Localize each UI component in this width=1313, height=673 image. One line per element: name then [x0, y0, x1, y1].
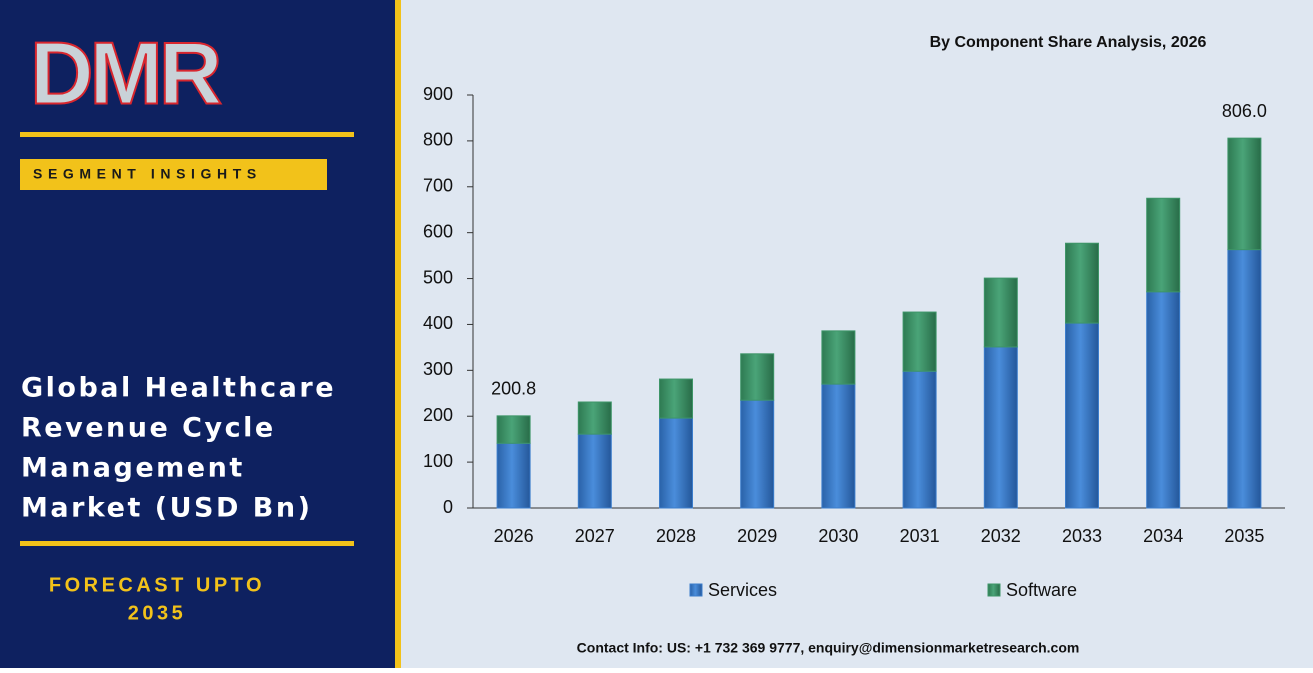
forecast-line: FORECAST UPTO — [49, 574, 265, 596]
bar-segment — [659, 417, 693, 509]
bar-segment — [821, 330, 856, 385]
headline-line: Market (USD Bn) — [21, 493, 312, 524]
x-tick-label: 2027 — [575, 526, 615, 546]
bar-segment — [902, 370, 937, 509]
bar-segment — [1146, 197, 1181, 293]
bar-segment — [983, 277, 1018, 348]
divider — [395, 0, 401, 668]
legend-label: Software — [1006, 580, 1077, 600]
bar-segment — [983, 346, 1018, 509]
y-tick-label: 700 — [423, 176, 453, 196]
bar-segment — [740, 399, 775, 509]
x-tick-label: 2030 — [818, 526, 858, 546]
bar-segment — [740, 353, 775, 401]
badge-box — [20, 159, 327, 190]
rule — [20, 132, 354, 137]
y-tick-label: 500 — [423, 267, 453, 287]
chart-title: By Component Share Analysis, 2026 — [930, 34, 1207, 51]
y-tick-label: 300 — [423, 359, 453, 379]
total-label: 806.0 — [1222, 101, 1267, 121]
y-tick-label: 800 — [423, 130, 453, 150]
contact: Contact Info: US: +1 732 369 9777, enqui… — [577, 640, 1080, 656]
y-tick-label: 200 — [423, 405, 453, 425]
headline-line: Global Healthcare — [21, 373, 336, 404]
plot: 0 100 200 300 400 500 600 700 800 900 2026 2027 2028… — [423, 84, 1285, 600]
bar-segment — [821, 383, 856, 509]
legend-swatch — [689, 583, 703, 597]
bar-segment — [577, 433, 612, 509]
legend-label: Services — [708, 580, 777, 600]
x-tick-label: 2033 — [1062, 526, 1102, 546]
x-tick-label: 2026 — [494, 526, 534, 546]
x-tick-label: 2035 — [1224, 526, 1264, 546]
y-tick-label: 900 — [423, 84, 453, 104]
x-tick-label: 2029 — [737, 526, 777, 546]
x-tick-label: 2032 — [981, 526, 1021, 546]
headline-line: Revenue Cycle — [21, 413, 276, 444]
forecast: FORECAST UPTO 2035 — [49, 574, 265, 624]
x-tick-label: 2031 — [900, 526, 940, 546]
bar-segment — [1065, 242, 1099, 324]
y-tick-label: 400 — [423, 313, 453, 333]
bar-segment — [1146, 291, 1181, 509]
badge: SEGMENT INSIGHTS — [33, 166, 262, 182]
headline: Global Healthcare Revenue Cycle Management… — [21, 373, 336, 524]
bar-segment — [902, 311, 937, 372]
bar-segment — [496, 415, 531, 444]
total-label: 200.8 — [491, 379, 536, 399]
x-tick-label: 2028 — [656, 526, 696, 546]
left-panel — [0, 0, 395, 668]
y-tick-label: 600 — [423, 221, 453, 241]
legend-swatch — [987, 583, 1001, 597]
headline-line: Management — [21, 453, 245, 484]
bar-segment — [577, 401, 612, 435]
bar-segment — [496, 442, 531, 509]
x-tick-label: 2034 — [1143, 526, 1183, 546]
forecast-line: 2035 — [128, 602, 187, 624]
rule — [20, 541, 354, 546]
bar-segment — [1227, 137, 1262, 251]
bar-segment — [659, 378, 693, 419]
bar-segment — [1227, 249, 1262, 509]
y-tick-label: 100 — [423, 451, 453, 471]
y-tick-label: 0 — [443, 497, 453, 517]
logo: DMR — [30, 23, 221, 122]
bar-segment — [1065, 322, 1099, 509]
